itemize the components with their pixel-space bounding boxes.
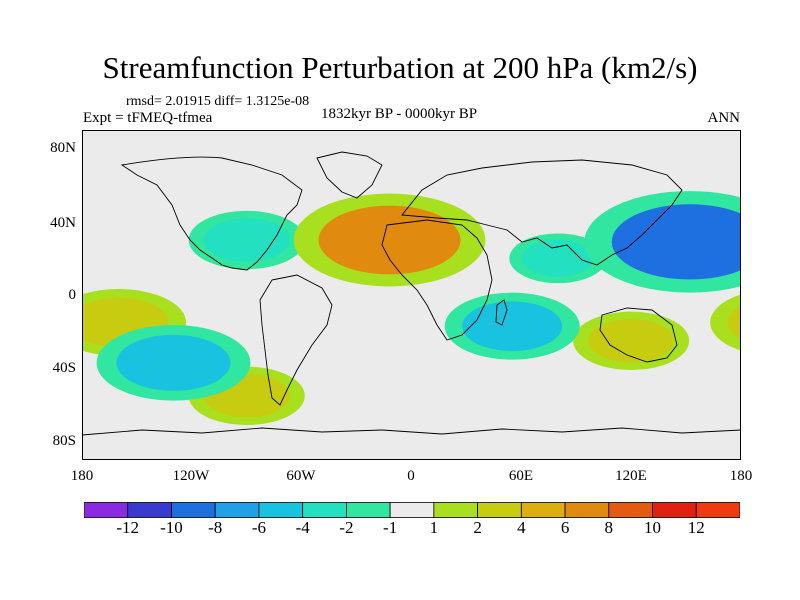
field-core-5-wrap	[727, 305, 741, 340]
colorbar-label-11: 8	[604, 518, 614, 537]
field-core-8	[318, 205, 461, 275]
lon-label-120w: 120W	[172, 468, 210, 484]
lon-label-0: 0	[407, 468, 415, 484]
coastlines	[82, 151, 741, 436]
field-core-6	[116, 334, 231, 391]
field-ring-5-wrap	[710, 294, 741, 351]
colorbar-swatch-9	[477, 502, 522, 518]
colorbar-swatch-8	[433, 502, 479, 518]
colorbar-swatch-13	[652, 502, 697, 518]
colorbar-label-1: -10	[160, 518, 183, 537]
lon-label-180e: 180	[729, 468, 753, 484]
lat-label-0: 0	[68, 287, 77, 303]
colorbar-swatch-3	[214, 502, 260, 518]
experiment-label: Expt = tFMEQ-tfmea	[83, 110, 213, 126]
colorbar-label-12: 10	[644, 518, 662, 537]
colorbar-swatch-5	[302, 502, 347, 518]
field-core-1	[588, 319, 675, 363]
lat-label-80n: 80N	[50, 140, 76, 156]
colorbar-label-9: 4	[517, 518, 526, 537]
period-label: 1832kyr BP - 0000kyr BP	[321, 106, 478, 122]
neutral-background	[82, 130, 741, 460]
lon-label-60w: 60W	[286, 468, 316, 484]
field-layer	[82, 191, 741, 425]
colorbar-swatch-12	[608, 502, 653, 518]
lon-label-120e: 120E	[615, 468, 647, 484]
stats-text: rmsd= 2.01915 diff= 1.3125e-08	[126, 94, 310, 109]
colorbar-label-10: 6	[560, 518, 570, 537]
colorbar-label-13: 12	[687, 518, 705, 537]
colorbar-swatch-0	[84, 502, 129, 518]
field-core-10	[611, 204, 741, 280]
colorbar-label-4: -4	[295, 518, 310, 537]
colorbar-swatch-7	[389, 502, 435, 518]
colorbar-swatch-14	[695, 502, 740, 518]
field-core-0	[521, 239, 594, 277]
lat-label-40s: 40S	[52, 360, 76, 376]
colorbar-label-6: -1	[383, 518, 398, 537]
colorbar-label-2: -8	[208, 518, 223, 537]
lon-label-60e: 60E	[508, 468, 534, 484]
lon-label-180w: 180	[70, 468, 94, 484]
lat-label-40n: 40N	[50, 215, 76, 231]
colorbar-label-5: -2	[339, 518, 354, 537]
lat-label-80s: 80S	[52, 433, 76, 449]
axes-frame	[82, 130, 741, 460]
colorbar-label-7: 1	[429, 518, 439, 537]
colorbar-swatch-1	[127, 502, 172, 518]
colorbar-swatch-10	[520, 502, 566, 518]
colorbar-label-3: -6	[251, 518, 266, 537]
season-label: ANN	[707, 110, 741, 126]
field-core-2	[203, 218, 290, 262]
colorbar-swatch-6	[345, 502, 391, 518]
chart-title: Streamfunction Perturbation at 200 hPa (…	[102, 50, 698, 85]
colorbar-swatch-11	[564, 502, 610, 518]
colorbar-swatch-4	[258, 502, 304, 518]
field-core-4	[462, 301, 563, 351]
map-plot	[82, 130, 741, 460]
colorbar	[84, 502, 740, 518]
colorbar-swatch-2	[171, 502, 216, 518]
colorbar-label-8: 2	[473, 518, 482, 537]
colorbar-label-0: -12	[116, 518, 140, 537]
